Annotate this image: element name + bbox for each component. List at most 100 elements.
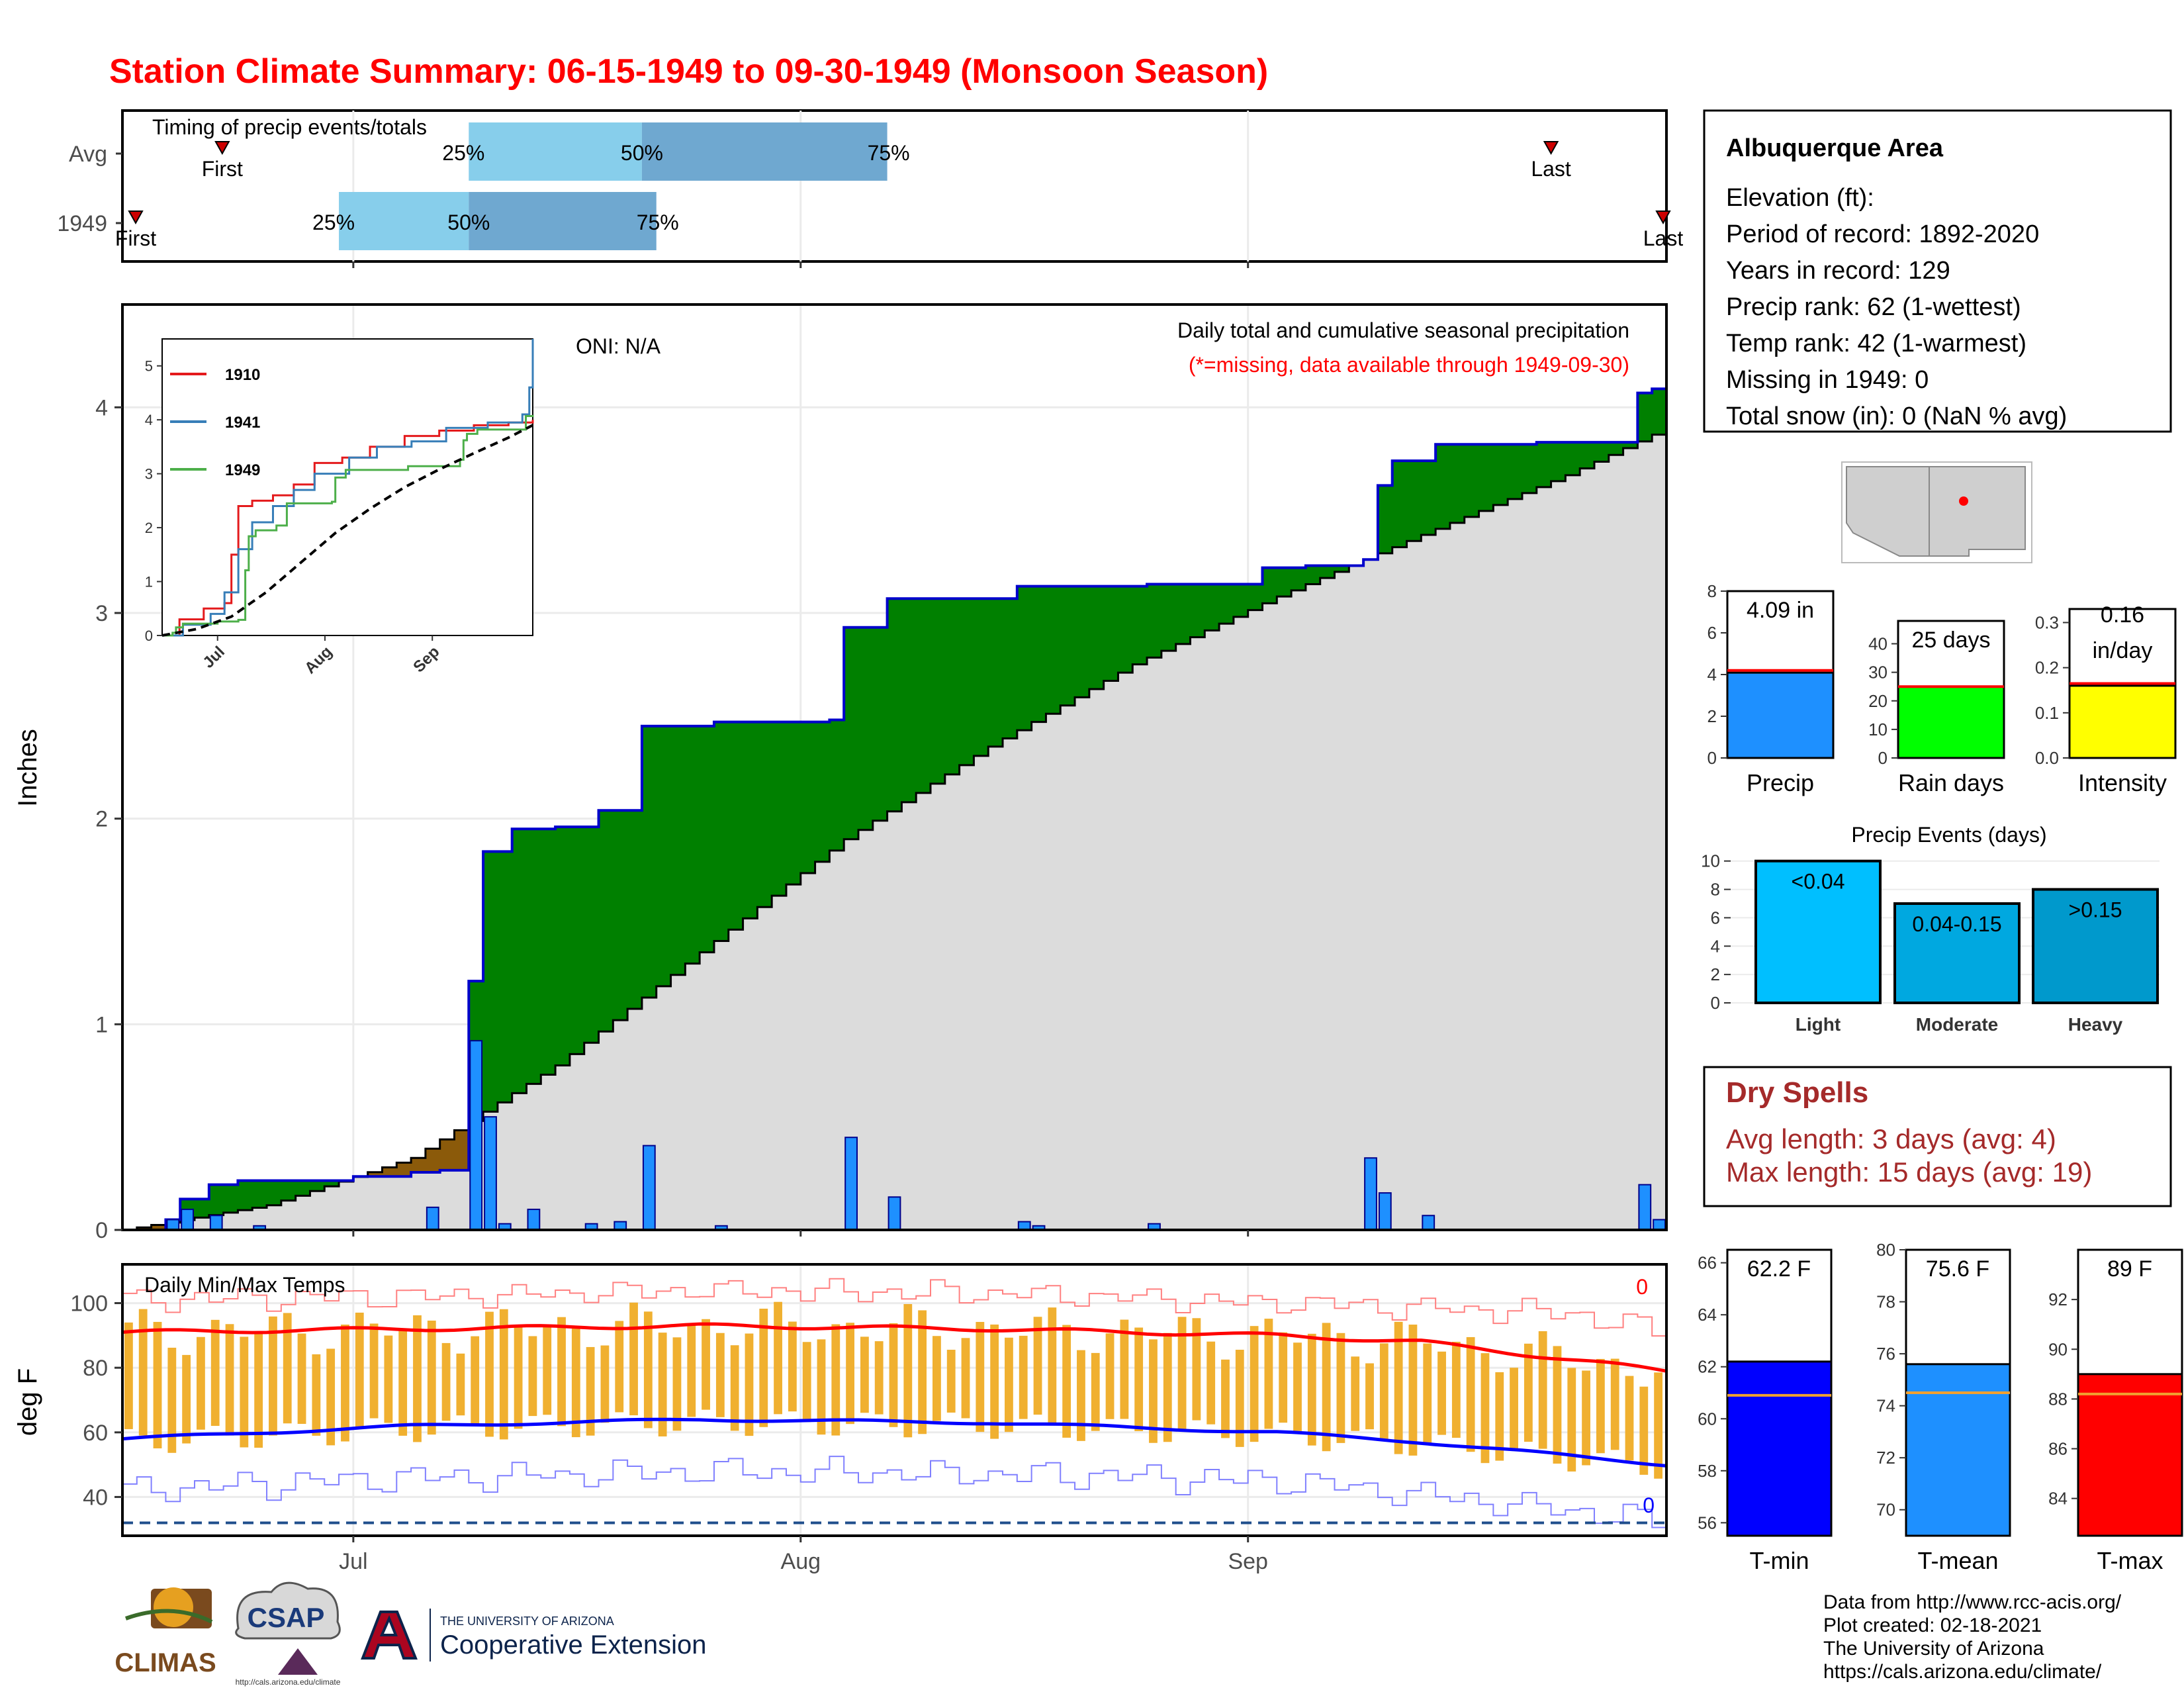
above-normal-area	[1075, 586, 1090, 698]
inset-y-tick-label: 3	[145, 466, 153, 483]
timing-row-label: Avg	[69, 142, 107, 167]
info-box-frame	[1703, 109, 2172, 433]
inset-normal-line	[161, 424, 533, 637]
daily-temp-bar	[283, 1313, 292, 1424]
mini-panel-y-tick-label: 58	[1698, 1461, 1717, 1481]
above-normal-area	[208, 1184, 224, 1215]
mini-panel-y-tick-label: 0.2	[2035, 658, 2059, 678]
daily-temp-bar	[528, 1336, 537, 1417]
daily-precip-bar	[426, 1206, 439, 1231]
mini-panel-name: T-min	[1750, 1547, 1809, 1574]
precip-events-panel: Precip Events (days) 0 2 4 6 8 10 <0.04 Light 0.…	[1701, 823, 2160, 1035]
dry-spells-max: Max length: 15 days (avg: 19)	[1726, 1156, 2092, 1188]
station-location-dot	[1959, 496, 1968, 506]
daily-temp-bar	[990, 1324, 999, 1439]
above-normal-area	[786, 722, 801, 885]
above-normal-area	[1262, 567, 1277, 604]
last-event-marker	[1655, 211, 1671, 225]
daily-temp-bar	[1538, 1331, 1547, 1449]
above-normal-area	[1089, 586, 1105, 689]
above-normal-area	[772, 722, 787, 896]
info-line: Missing in 1949: 0	[1726, 366, 1929, 394]
mini-panel-y-tick-label: 10	[1868, 720, 1888, 739]
new-mexico-shape	[1929, 466, 2026, 557]
above-normal-area	[295, 1180, 310, 1196]
daily-temp-bar	[1336, 1333, 1345, 1443]
daily-temp-bar	[1437, 1351, 1446, 1435]
mini-panel-bar	[1905, 1363, 2011, 1537]
above-normal-area	[1277, 567, 1292, 597]
mini-panel-name: T-max	[2097, 1547, 2163, 1574]
daily-temp-bar	[1005, 1337, 1013, 1432]
daily-temp-bar	[312, 1354, 321, 1436]
first-event-label: First	[115, 226, 156, 250]
info-line: Period of record: 1892-2020	[1726, 220, 2039, 248]
daily-precip-bar	[209, 1215, 223, 1231]
daily-temp-bar	[1582, 1370, 1590, 1466]
daily-precip-bar	[181, 1208, 195, 1231]
above-normal-area	[584, 827, 600, 1043]
above-normal-area	[641, 726, 657, 998]
temp-y-tick-label: 60	[83, 1421, 108, 1446]
last-event-label: Last	[1531, 157, 1571, 181]
mini-panel-unit-label: in/day	[2093, 638, 2153, 663]
daily-precip-bar	[484, 1116, 497, 1231]
precip-chart-title: Daily total and cumulative seasonal prec…	[1177, 318, 1629, 342]
daily-temp-bar	[571, 1328, 580, 1438]
daily-temp-bar	[1293, 1342, 1302, 1431]
temp-y-label: deg F	[13, 1368, 42, 1436]
daily-temp-bar	[745, 1333, 754, 1436]
daily-temp-bar	[1610, 1358, 1619, 1450]
above-normal-area	[872, 627, 888, 821]
daily-temp-bar	[1495, 1372, 1504, 1461]
daily-temp-bar	[1524, 1343, 1533, 1442]
dry-spells-avg: Avg length: 3 days (avg: 4)	[1726, 1123, 2056, 1154]
mini-panel-y-tick-label: 4	[1707, 665, 1717, 684]
below-normal-area	[454, 1130, 469, 1170]
above-normal-area	[1594, 442, 1610, 462]
events-y-tick-label: 10	[1701, 851, 1720, 871]
events-y-tick-label: 2	[1711, 964, 1720, 984]
csap-mountain	[278, 1648, 318, 1675]
record-min-line	[122, 1456, 1667, 1530]
mini-panel-name: T-mean	[1917, 1547, 1998, 1574]
daily-precip-bar	[642, 1145, 656, 1231]
precip-y-tick-label: 4	[95, 395, 108, 420]
info-line: Temp rank: 42 (1-warmest)	[1726, 330, 2026, 357]
mini-panel-y-tick-label: 72	[1876, 1448, 1895, 1468]
above-normal-area	[1392, 461, 1408, 547]
timing-title: Timing of precip events/totals	[152, 115, 427, 139]
inset-y-tick-label: 4	[145, 412, 153, 428]
daily-temp-bar	[398, 1329, 408, 1436]
above-normal-area	[1522, 444, 1537, 493]
above-normal-area	[598, 810, 614, 1032]
daily-temp-bar	[1134, 1327, 1144, 1431]
temp-x-tick-label: Jul	[339, 1549, 367, 1574]
mini-panel-y-tick-label: 74	[1876, 1396, 1895, 1416]
daily-precip-bar	[1653, 1219, 1666, 1231]
first-event-marker	[214, 141, 230, 156]
events-y-tick-label: 4	[1711, 936, 1720, 956]
above-normal-area	[1161, 584, 1177, 651]
daily-temp-bar	[1596, 1358, 1605, 1454]
mini-panel-value-label: 89 F	[2107, 1256, 2152, 1282]
mini-panel-y-tick-label: 40	[1868, 634, 1888, 654]
last-event-marker	[1543, 141, 1559, 156]
precip-y-tick-label: 2	[95, 807, 108, 832]
dry-spells-frame	[1703, 1066, 2172, 1207]
daily-temp-bar	[1250, 1326, 1259, 1442]
above-normal-area	[829, 720, 844, 851]
mini-panel-y-tick-label: 56	[1698, 1513, 1717, 1532]
daily-temp-bar	[976, 1321, 985, 1432]
daily-temp-bar	[1365, 1363, 1374, 1430]
above-normal-area	[1652, 389, 1667, 435]
below-normal-area	[411, 1158, 426, 1173]
event-category-label: Heavy	[2068, 1014, 2123, 1035]
above-normal-area	[1046, 586, 1061, 714]
daily-temp-bar	[672, 1337, 682, 1431]
quartile-25-label: 25%	[312, 211, 355, 234]
mini-panel-value-label: 62.2 F	[1747, 1256, 1811, 1282]
above-normal-area	[223, 1184, 238, 1213]
inset-y-tick-label: 1	[145, 574, 153, 590]
